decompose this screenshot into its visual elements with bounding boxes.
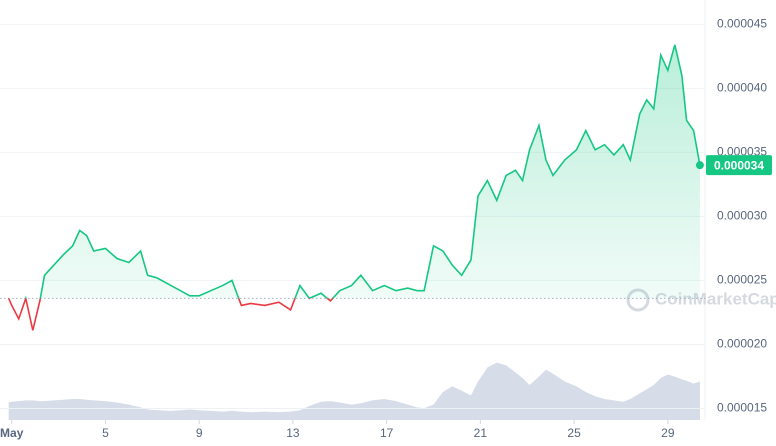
current-price-box bbox=[706, 155, 772, 176]
y-tick-label: 0.000040 bbox=[717, 81, 767, 95]
y-tick-label: 0.000030 bbox=[717, 209, 767, 223]
y-tick-label: 0.000025 bbox=[717, 273, 767, 287]
x-tick-label: 25 bbox=[567, 426, 581, 440]
y-tick-label: 0.000015 bbox=[717, 401, 767, 415]
volume-area bbox=[8, 362, 700, 420]
x-tick-label: 21 bbox=[474, 426, 488, 440]
x-tick-label: 5 bbox=[102, 426, 109, 440]
x-tick-label: May bbox=[0, 426, 24, 440]
x-tick-label: 29 bbox=[661, 426, 675, 440]
price-line bbox=[8, 44, 701, 299]
x-tick-label: 13 bbox=[286, 426, 300, 440]
current-price-dot bbox=[695, 161, 704, 170]
price-area bbox=[40, 44, 700, 299]
y-tick-label: 0.000045 bbox=[717, 17, 767, 31]
y-tick-label: 0.000020 bbox=[717, 337, 767, 351]
x-tick-label: 9 bbox=[196, 426, 203, 440]
x-tick-label: 17 bbox=[380, 426, 394, 440]
current-price-label: 0.000034 bbox=[714, 158, 764, 172]
y-tick-label: 0.000035 bbox=[717, 145, 767, 159]
